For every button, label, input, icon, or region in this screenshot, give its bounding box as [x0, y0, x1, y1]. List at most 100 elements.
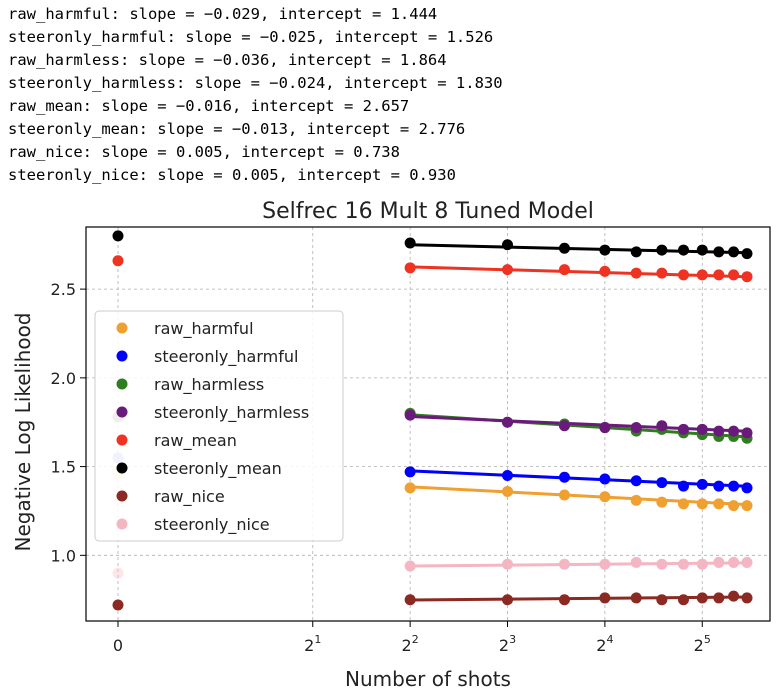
- chart-title: Selfrec 16 Mult 8 Tuned Model: [262, 199, 594, 224]
- y-axis-label: Negative Log Likelihood: [11, 312, 35, 551]
- legend-label-raw_nice: raw_nice: [154, 487, 225, 507]
- legend-marker-steeronly_harmless: [116, 406, 128, 418]
- data-point-steeronly_harmful: [502, 469, 514, 481]
- fit-line-steeronly-mean: steeronly_mean: slope = −0.013, intercep…: [8, 120, 466, 138]
- data-point-raw_nice: [713, 592, 725, 604]
- fit-line-raw-mean: raw_mean: slope = −0.016, intercept = 2.…: [8, 97, 410, 115]
- y-axis: 1.0 1.5 2.0 2.5: [51, 280, 86, 565]
- data-point-raw_nice: [558, 594, 570, 606]
- data-point-steeronly_harmless: [741, 427, 753, 439]
- data-point-raw_mean: [678, 269, 690, 281]
- data-point-steeronly_mean: [599, 244, 611, 256]
- legend: raw_harmful steeronly_harmful raw_harmless…: [94, 310, 344, 542]
- data-point-steeronly_nice: [713, 556, 725, 568]
- data-point-steeronly_mean: [404, 237, 416, 249]
- x-axis-label: Number of shots: [345, 667, 511, 691]
- y-tick-label: 2.5: [51, 280, 76, 299]
- data-point-raw_harmful: [741, 500, 753, 512]
- x-tick-label: 21: [304, 633, 321, 655]
- data-point-steeronly_nice: [656, 558, 668, 570]
- data-point-steeronly_nice: [741, 556, 753, 568]
- fit-line-raw-harmful: raw_harmful: slope = −0.029, intercept =…: [8, 5, 438, 23]
- data-point-steeronly_harmful: [713, 480, 725, 492]
- data-point-steeronly_nice: [696, 558, 708, 570]
- data-point-steeronly_harmless: [502, 416, 514, 428]
- fit-summary: raw_harmful: slope = −0.029, intercept =…: [8, 3, 503, 187]
- data-point-raw_mean: [741, 271, 753, 283]
- data-point-steeronly_nice: [404, 560, 416, 572]
- data-point-steeronly_nice: [558, 558, 570, 570]
- data-point-steeronly_harmless: [696, 423, 708, 435]
- data-point-steeronly_mean: [630, 246, 642, 258]
- data-point-raw_harmful: [558, 489, 570, 501]
- y-tick-label: 1.5: [51, 458, 76, 477]
- data-point-steeronly_mean: [728, 246, 740, 258]
- data-point-steeronly_mean: [502, 239, 514, 251]
- legend-label-raw_harmful: raw_harmful: [154, 319, 254, 339]
- x-tick-label: 25: [694, 633, 711, 655]
- data-point-raw_mean: [599, 265, 611, 277]
- data-point-steeronly_harmless: [599, 422, 611, 434]
- data-point-raw_mean: [713, 269, 725, 281]
- data-point-steeronly_harmless: [656, 420, 668, 432]
- fit-line-steeronly-harmful: steeronly_harmful: slope = −0.025, inter…: [8, 28, 494, 46]
- data-point-steeronly_harmful: [630, 475, 642, 487]
- data-point-raw_harmful: [696, 498, 708, 510]
- data-point-steeronly_harmful: [599, 473, 611, 485]
- data-point-steeronly_mean: [678, 244, 690, 256]
- data-point-steeronly_nice: [112, 567, 124, 579]
- legend-marker-steeronly_harmful: [116, 350, 128, 362]
- data-point-steeronly_mean: [713, 246, 725, 258]
- data-point-steeronly_mean: [741, 248, 753, 260]
- fit-line-steeronly-nice: steeronly_nice: slope = 0.005, intercept…: [8, 166, 456, 184]
- data-point-steeronly_harmful: [558, 471, 570, 483]
- legend-label-raw_harmless: raw_harmless: [154, 375, 264, 395]
- y-tick-label: 2.0: [51, 369, 76, 388]
- fit-line-steeronly_harmful: [410, 469, 748, 488]
- data-point-raw_nice: [502, 594, 514, 606]
- data-point-steeronly_harmful: [678, 480, 690, 492]
- data-point-raw_mean: [558, 264, 570, 276]
- data-point-raw_harmful: [656, 496, 668, 508]
- data-point-raw_harmful: [678, 498, 690, 510]
- plot-area: [112, 230, 753, 611]
- data-point-steeronly_mean: [558, 242, 570, 254]
- legend-marker-steeronly_mean: [116, 462, 128, 474]
- legend-label-steeronly_harmless: steeronly_harmless: [154, 403, 309, 423]
- data-point-raw_mean: [404, 262, 416, 274]
- data-point-raw_mean: [656, 267, 668, 279]
- data-point-steeronly_harmful: [404, 466, 416, 478]
- data-point-raw_mean: [502, 264, 514, 276]
- fit-line-steeronly_harmless: [410, 415, 748, 433]
- fit-line-steeronly_mean: [410, 243, 748, 255]
- x-tick-label: 22: [402, 633, 419, 655]
- x-axis: 0 21 22 23 24 25: [113, 621, 711, 655]
- legend-box: [94, 310, 344, 542]
- legend-label-steeronly_mean: steeronly_mean: [154, 459, 282, 479]
- fit-line-raw_mean: [410, 265, 748, 279]
- data-point-raw_nice: [741, 592, 753, 604]
- fit-line-raw-harmless: raw_harmless: slope = −0.036, intercept …: [8, 51, 447, 69]
- x-tick-label: 23: [499, 633, 516, 655]
- data-point-steeronly_harmful: [656, 477, 668, 489]
- fit-line-steeronly_nice: [410, 561, 748, 568]
- data-point-steeronly_mean: [656, 244, 668, 256]
- legend-marker-raw_harmless: [116, 378, 128, 390]
- legend-marker-raw_mean: [116, 434, 128, 446]
- data-point-raw_nice: [696, 592, 708, 604]
- data-point-raw_harmful: [599, 491, 611, 503]
- data-point-raw_nice: [112, 599, 124, 611]
- data-point-steeronly_harmless: [713, 425, 725, 437]
- data-point-raw_nice: [678, 594, 690, 606]
- legend-label-raw_mean: raw_mean: [154, 431, 237, 451]
- data-point-raw_nice: [404, 594, 416, 606]
- data-point-steeronly_harmless: [630, 422, 642, 434]
- legend-label-steeronly_harmful: steeronly_harmful: [154, 347, 298, 367]
- data-point-raw_nice: [656, 594, 668, 606]
- data-point-raw_mean: [630, 267, 642, 279]
- legend-marker-raw_nice: [116, 490, 128, 502]
- data-point-raw_mean: [728, 269, 740, 281]
- data-point-steeronly_harmful: [728, 480, 740, 492]
- fit-line-raw-nice: raw_nice: slope = 0.005, intercept = 0.7…: [8, 143, 400, 161]
